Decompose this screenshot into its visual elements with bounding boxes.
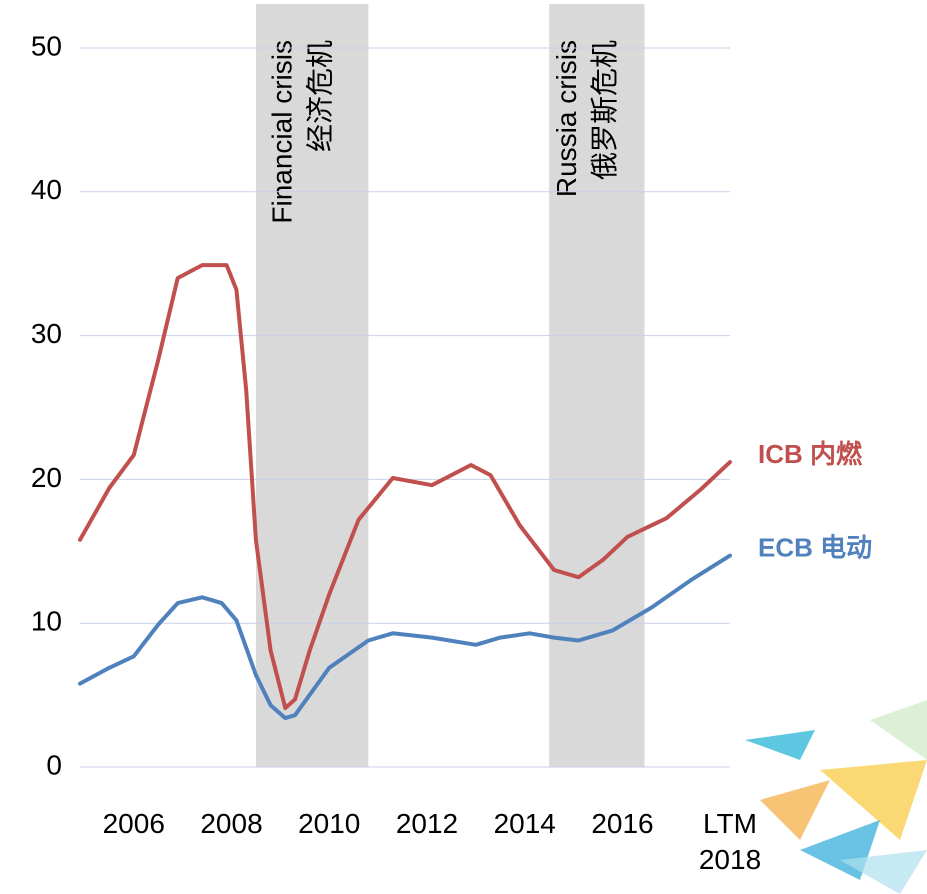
x-tick-label: 2006 bbox=[102, 808, 165, 839]
y-tick-label: 20 bbox=[31, 462, 62, 493]
y-tick-label: 10 bbox=[31, 606, 62, 637]
x-tick-label: 2008 bbox=[200, 808, 263, 839]
band-label: Financial crisis bbox=[267, 40, 298, 224]
x-tick-label: 2010 bbox=[298, 808, 361, 839]
band-sublabel: 经济危机 bbox=[305, 40, 336, 152]
series-label: ICB 内燃 bbox=[758, 439, 863, 469]
x-tick-label: 2016 bbox=[591, 808, 654, 839]
y-tick-label: 0 bbox=[46, 749, 62, 780]
y-tick-label: 30 bbox=[31, 318, 62, 349]
x-tick-label: LTM 2018 bbox=[698, 808, 762, 875]
series-label: ECB 电动 bbox=[758, 532, 872, 562]
decoration bbox=[745, 700, 927, 894]
x-tick-label: 2012 bbox=[395, 808, 459, 839]
band-sublabel: 俄罗斯危机 bbox=[589, 40, 620, 180]
y-tick-label: 50 bbox=[31, 30, 62, 61]
y-tick-label: 40 bbox=[31, 174, 62, 205]
series-line bbox=[78, 263, 732, 710]
series-line bbox=[78, 553, 732, 721]
band-label: Russia crisis bbox=[551, 40, 582, 197]
x-tick-label: 2014 bbox=[493, 808, 556, 839]
